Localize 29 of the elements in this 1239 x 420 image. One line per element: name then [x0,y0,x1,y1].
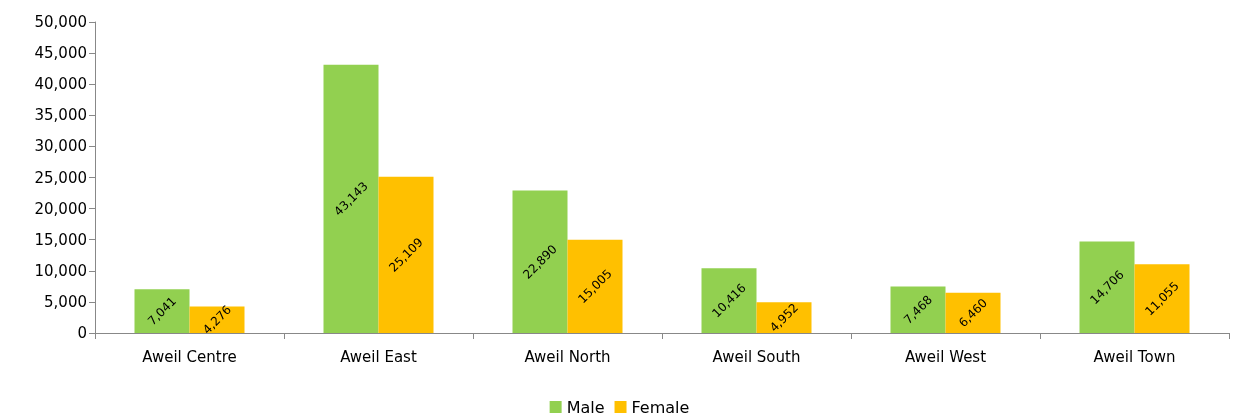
y-tick-label: 0 [77,324,87,342]
x-tick-label: Aweil North [524,347,611,366]
bar [701,268,757,333]
y-tick-label: 50,000 [34,13,87,31]
x-tick-label: Aweil Centre [142,347,237,366]
bar [945,292,1001,333]
bar [567,239,623,333]
legend-label: Male [566,397,605,417]
y-tick-label: 10,000 [34,261,87,280]
x-tick-label: Aweil South [712,347,801,366]
x-tick-label: Aweil West [904,347,987,366]
x-tick-label: Aweil Town [1093,347,1176,366]
bar [1134,264,1190,333]
y-tick-label: 35,000 [34,106,87,125]
y-tick-label: 30,000 [34,137,87,156]
x-tick-label: Aweil East [340,347,417,366]
bar [323,64,379,333]
y-tick-label: 15,000 [34,230,87,249]
bar [134,289,190,333]
y-tick-label: 45,000 [34,44,87,63]
bar [378,176,434,333]
bar [890,286,946,333]
bar [512,190,568,333]
y-tick-label: 5,000 [44,292,87,311]
y-tick-label: 40,000 [34,75,87,94]
y-tick-label: 20,000 [34,199,87,218]
y-tick-label: 25,000 [34,168,87,187]
bar [1079,241,1135,333]
legend-label: Female [631,397,690,417]
